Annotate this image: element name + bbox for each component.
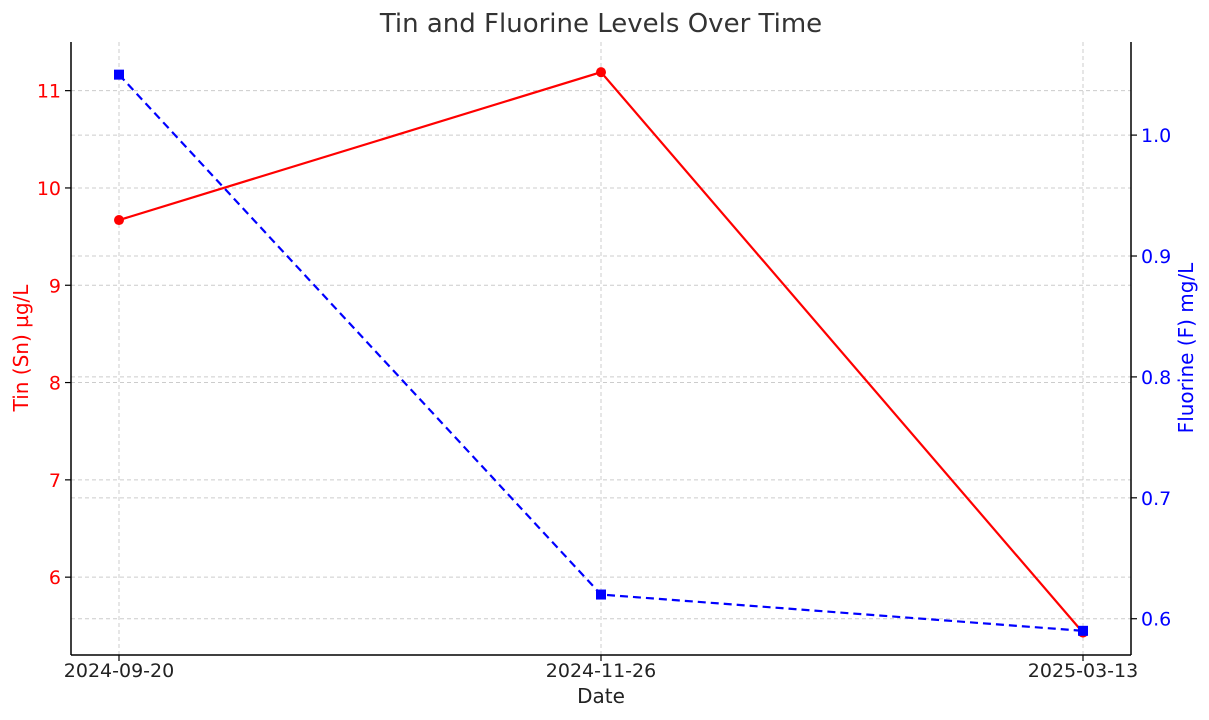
x-axis-label: Date bbox=[577, 684, 625, 708]
series-2-point bbox=[1078, 625, 1088, 636]
right-y-axis-label: Fluorine (F) mg/L bbox=[1174, 262, 1198, 433]
left-tick-label: 11 bbox=[37, 81, 61, 103]
right-tick-label: 0.6 bbox=[1141, 609, 1171, 631]
right-tick-label: 0.7 bbox=[1141, 488, 1171, 510]
left-tick-label: 10 bbox=[37, 178, 61, 200]
x-tick-label: 2024-09-20 bbox=[64, 660, 174, 682]
series-1-point bbox=[596, 67, 606, 78]
left-tick-label: 7 bbox=[49, 470, 61, 492]
x-tick-label: 2025-03-13 bbox=[1028, 660, 1138, 682]
right-tick-label: 0.8 bbox=[1141, 367, 1171, 389]
left-tick-label: 8 bbox=[49, 373, 61, 395]
x-tick-label: 2024-11-26 bbox=[546, 660, 656, 682]
series-2-point bbox=[114, 69, 124, 80]
ticks-layer: 2024-09-20 2024-11-26 2025-03-13 6 7 8 9 10 11 0.… bbox=[37, 81, 1171, 682]
chart-title: Tin and Fluorine Levels Over Time bbox=[379, 9, 822, 39]
grid-layer bbox=[71, 42, 1131, 655]
series-layer bbox=[114, 67, 1088, 638]
left-y-axis-label: Tin (Sn) µg/L bbox=[9, 284, 33, 413]
left-tick-label: 9 bbox=[49, 275, 61, 297]
right-tick-label: 0.9 bbox=[1141, 246, 1171, 268]
right-tick-label: 1.0 bbox=[1141, 125, 1171, 147]
series-2-point bbox=[596, 589, 606, 600]
left-tick-label: 6 bbox=[49, 567, 61, 589]
series-1-point bbox=[114, 215, 124, 226]
